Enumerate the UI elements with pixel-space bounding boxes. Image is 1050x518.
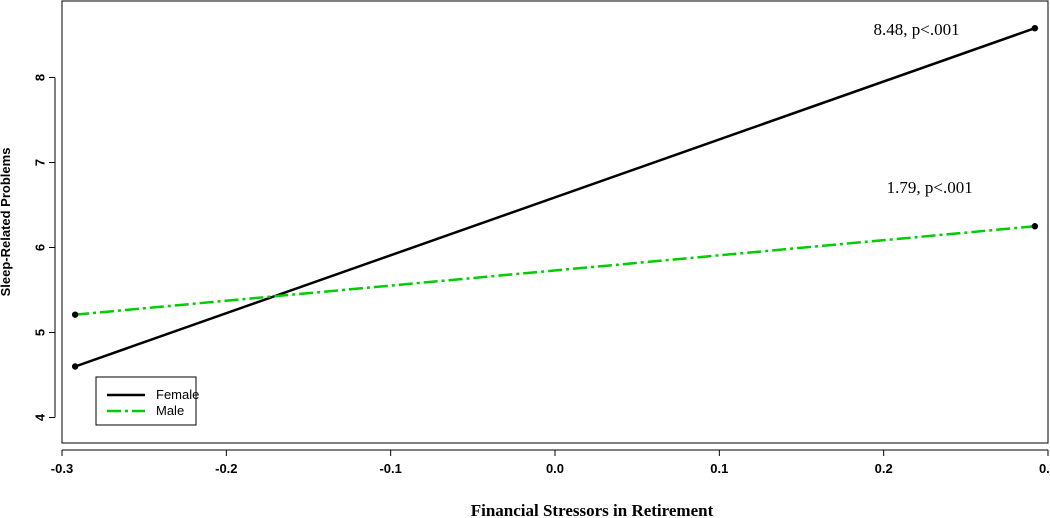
y-tick-label: 6 <box>32 244 47 251</box>
series-point-male <box>71 311 79 318</box>
y-tick-label: 8 <box>32 74 47 81</box>
legend-label-male: Male <box>156 403 184 418</box>
series-point-female <box>71 363 79 370</box>
x-tick-label: 0.0 <box>546 461 564 476</box>
y-axis: 4 5 6 7 8 <box>32 74 56 421</box>
annotation-label: 8.48, p<.001 <box>873 20 959 39</box>
y-tick-label: 4 <box>32 413 47 421</box>
series-layer <box>71 25 1039 370</box>
legend: Female Male <box>95 376 199 426</box>
y-axis-label: Sleep-Related Problems <box>0 148 13 297</box>
x-tick-label: -0.3 <box>51 461 73 476</box>
annotation-label: 1.79, p<.001 <box>887 178 973 197</box>
series-line-female <box>74 27 1036 368</box>
plot-frame <box>61 0 1049 444</box>
x-axis: -0.3 -0.2 -0.1 0.0 0.1 0.2 0.3 <box>51 449 1050 476</box>
x-tick-label: -0.1 <box>379 461 401 476</box>
x-axis-label: Financial Stressors in Retirement <box>471 501 714 518</box>
series-point-female <box>1031 25 1039 32</box>
annotation-layer: 8.48, p<.001 1.79, p<.001 <box>873 20 972 197</box>
x-tick-label: 0.2 <box>875 461 893 476</box>
series-line-male <box>75 225 1035 316</box>
legend-label-female: Female <box>156 387 199 402</box>
x-tick-label: 0.1 <box>710 461 728 476</box>
y-tick-label: 5 <box>32 329 47 336</box>
x-tick-label: -0.2 <box>215 461 237 476</box>
series-point-male <box>1031 223 1039 230</box>
legend-box <box>95 376 197 426</box>
y-tick-label: 7 <box>32 159 47 166</box>
x-tick-label: 0.3 <box>1039 461 1050 476</box>
